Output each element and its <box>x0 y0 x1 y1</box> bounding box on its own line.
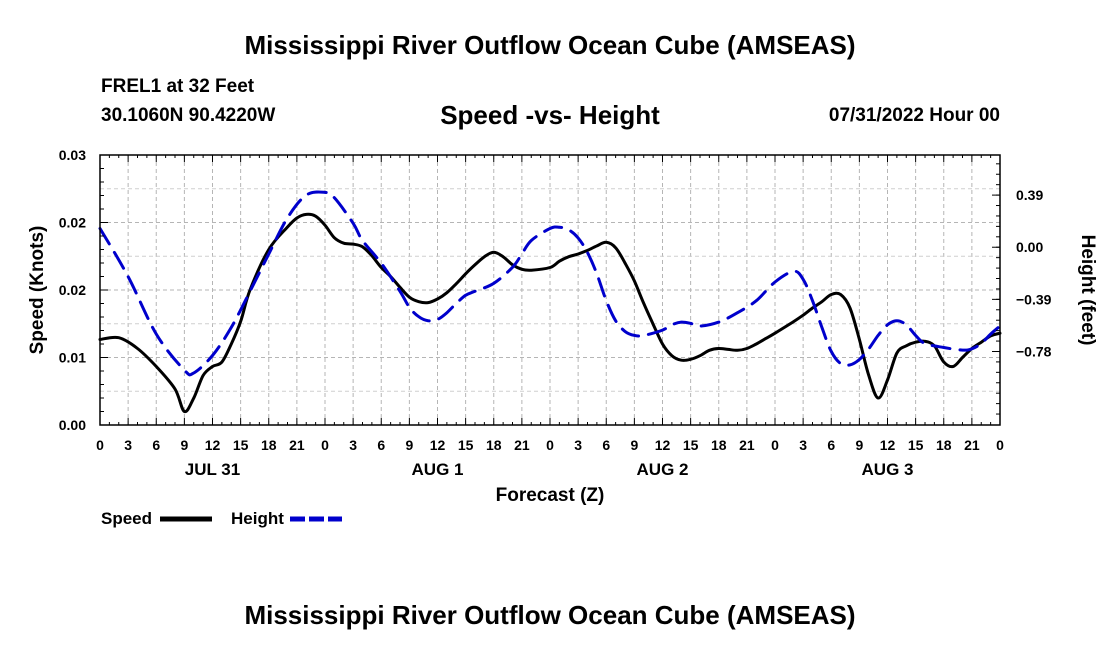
x-tick-label: 12 <box>430 437 446 453</box>
x-day-label: AUG 1 <box>412 460 464 479</box>
x-tick-label: 15 <box>458 437 474 453</box>
x-tick-label: 0 <box>96 437 104 453</box>
x-tick-label: 3 <box>574 437 582 453</box>
x-tick-label: 12 <box>880 437 896 453</box>
x-tick-label: 9 <box>180 437 188 453</box>
y-left-tick-label: 0.00 <box>59 417 86 433</box>
x-tick-label: 6 <box>377 437 385 453</box>
x-tick-label: 21 <box>739 437 755 453</box>
height-series-line <box>98 190 1002 377</box>
y-left-axis-title: Speed (Knots) <box>27 226 48 355</box>
grid-layer <box>100 155 1000 425</box>
main-title: Mississippi River Outflow Ocean Cube (AM… <box>244 30 856 60</box>
x-day-label: JUL 31 <box>185 460 240 479</box>
x-tick-label: 21 <box>964 437 980 453</box>
x-tick-label: 0 <box>546 437 554 453</box>
x-tick-label: 3 <box>799 437 807 453</box>
x-tick-label: 6 <box>827 437 835 453</box>
y-right-tick-label: 0.00 <box>1016 239 1043 255</box>
legend-label-speed: Speed <box>101 509 152 528</box>
speed-series-line <box>98 212 1002 414</box>
x-tick-label: 18 <box>936 437 952 453</box>
x-tick-label: 15 <box>908 437 924 453</box>
y-left-tick-label: 0.01 <box>59 350 86 366</box>
axis-layer <box>99 154 1001 426</box>
x-tick-label: 18 <box>486 437 502 453</box>
legend-label-height: Height <box>231 509 284 528</box>
x-tick-label: 18 <box>711 437 727 453</box>
chart-subtitle: Speed -vs- Height <box>440 100 660 130</box>
series-layer <box>98 190 1002 414</box>
x-tick-label: 6 <box>152 437 160 453</box>
datetime-label: 07/31/2022 Hour 00 <box>828 105 1000 126</box>
x-tick-label: 12 <box>655 437 671 453</box>
plot-frame <box>99 154 1001 426</box>
legend: Speed Height <box>101 509 342 528</box>
y-left-tick-label: 0.03 <box>59 147 86 163</box>
x-tick-label: 3 <box>349 437 357 453</box>
x-tick-label: 12 <box>205 437 221 453</box>
x-tick-label: 15 <box>233 437 249 453</box>
x-tick-label: 15 <box>683 437 699 453</box>
x-tick-label: 21 <box>289 437 305 453</box>
x-tick-label: 3 <box>124 437 132 453</box>
coordinates-label: 30.1060N 90.4220W <box>101 105 276 126</box>
x-tick-label: 21 <box>514 437 530 453</box>
y-left-tick-label: 0.02 <box>59 282 86 298</box>
x-tick-label: 9 <box>630 437 638 453</box>
footer-title: Mississippi River Outflow Ocean Cube (AM… <box>244 600 856 630</box>
x-tick-label: 6 <box>602 437 610 453</box>
y-right-axis-title: Height (feet) <box>1077 235 1098 346</box>
x-tick-label: 0 <box>996 437 1004 453</box>
y-right-tick-label: 0.39 <box>1016 187 1043 203</box>
x-tick-label: 9 <box>855 437 863 453</box>
station-label: FREL1 at 32 Feet <box>101 76 255 97</box>
y-left-tick-label: 0.02 <box>59 215 86 231</box>
x-axis-title: Forecast (Z) <box>496 485 605 506</box>
y-right-tick-label: −0.39 <box>1016 291 1052 307</box>
x-day-label: AUG 3 <box>862 460 914 479</box>
x-tick-label: 0 <box>771 437 779 453</box>
x-tick-label: 9 <box>405 437 413 453</box>
x-day-label: AUG 2 <box>637 460 689 479</box>
y-right-tick-label: −0.78 <box>1016 343 1052 359</box>
x-tick-label: 0 <box>321 437 329 453</box>
label-layer: 0 3 6 9 12 15 18 21 0 3 6 9 12 15 18 21 0 3 6 9 12 15 18 21 0 3 6 9… <box>27 147 1098 506</box>
x-tick-label: 18 <box>261 437 277 453</box>
